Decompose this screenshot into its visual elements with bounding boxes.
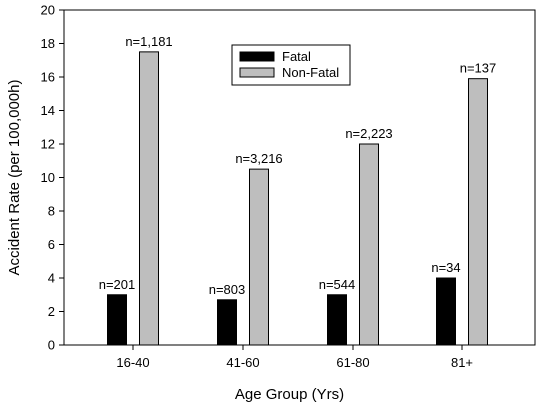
y-tick-label: 12: [41, 137, 55, 152]
data-label: n=137: [460, 61, 497, 76]
y-tick-label: 20: [41, 3, 55, 18]
y-axis-title: Accident Rate (per 100,000h): [6, 80, 23, 276]
y-tick-label: 4: [48, 271, 55, 286]
data-label: n=34: [431, 260, 460, 275]
data-labels-layer: n=201 n=1,181 n=803 n=3,216 n=544 n=2,223 n=34…: [99, 34, 497, 297]
data-label: n=3,216: [235, 151, 282, 166]
y-tick-label: 14: [41, 103, 55, 118]
x-tick-label: 16-40: [116, 355, 149, 370]
bar-fatal-16-40: [107, 294, 127, 346]
y-tick-label: 10: [41, 170, 55, 185]
data-label: n=201: [99, 277, 136, 292]
x-axis-title: Age Group (Yrs): [235, 386, 344, 403]
data-label: n=2,223: [345, 126, 392, 141]
y-tick-label: 6: [48, 237, 55, 252]
bar-non-fatal-61-80: [359, 143, 379, 346]
x-axis: 16-40 41-60 61-80 81+: [116, 345, 473, 370]
y-tick-label: 8: [48, 204, 55, 219]
bar-non-fatal-41-60: [249, 168, 269, 346]
data-label: n=1,181: [125, 34, 172, 49]
bar-fatal-41-60: [217, 299, 237, 346]
data-label: n=803: [209, 282, 246, 297]
legend-label-fatal: Fatal: [282, 49, 311, 64]
y-tick-label: 2: [48, 304, 55, 319]
x-tick-label: 61-80: [336, 355, 369, 370]
legend-label-non-fatal: Non-Fatal: [282, 65, 339, 80]
x-tick-label: 81+: [451, 355, 473, 370]
bar-fatal-81plus: [436, 277, 456, 346]
bar-non-fatal-81plus: [468, 78, 488, 346]
y-tick-label: 18: [41, 36, 55, 51]
legend-swatch-fatal: [239, 51, 275, 62]
bars-layer: [107, 51, 488, 346]
y-tick-label: 0: [48, 338, 55, 353]
y-axis: 0 2 4 6 8 10 12 14 16 18 20: [41, 3, 64, 353]
legend-swatch-non-fatal: [239, 67, 275, 78]
legend: Fatal Non-Fatal: [231, 44, 351, 86]
y-tick-label: 16: [41, 70, 55, 85]
x-tick-label: 41-60: [226, 355, 259, 370]
bar-fatal-61-80: [327, 294, 347, 346]
data-label: n=544: [319, 277, 356, 292]
bar-non-fatal-16-40: [139, 51, 159, 346]
